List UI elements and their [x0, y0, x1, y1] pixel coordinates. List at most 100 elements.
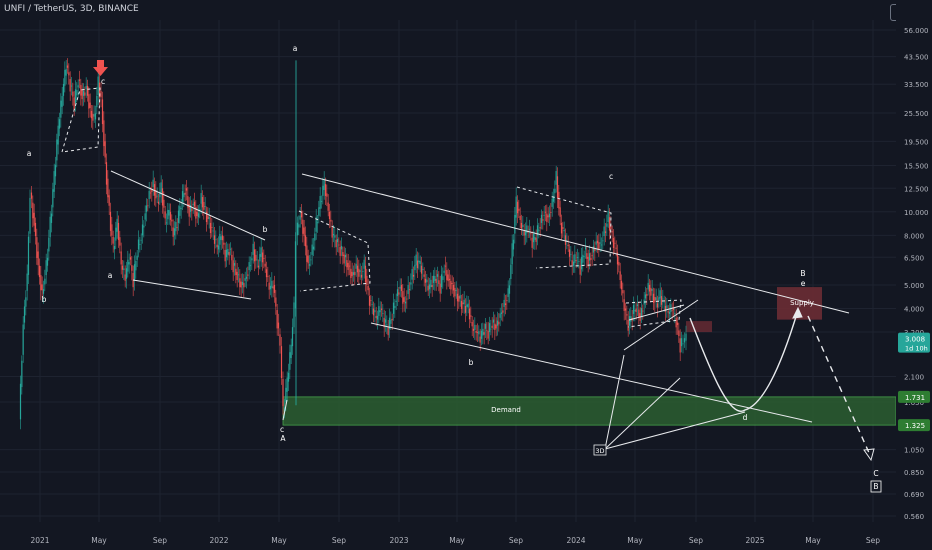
candle-body	[663, 301, 665, 303]
candle-body	[507, 288, 509, 297]
candle-body	[276, 310, 278, 329]
candle-body	[243, 282, 245, 288]
candle-body	[486, 329, 488, 331]
y-tick-label: 33.500	[904, 81, 929, 89]
candle-body	[127, 259, 129, 272]
candle-body	[29, 197, 31, 234]
candle-body	[384, 319, 387, 323]
candle-body	[272, 286, 274, 289]
wave-label: c	[280, 425, 284, 434]
candle-body	[240, 281, 242, 288]
candle-body	[439, 283, 441, 294]
candle-body	[327, 202, 329, 211]
candle-body	[402, 291, 404, 304]
candle-body	[125, 268, 128, 279]
candle-body	[611, 231, 613, 233]
candle-body	[41, 284, 43, 291]
candle-body	[197, 213, 200, 218]
candle-body	[367, 285, 369, 291]
candle-body	[52, 189, 54, 208]
wave-label: B	[800, 269, 805, 278]
candle-body	[446, 270, 448, 281]
candle-body	[300, 211, 303, 218]
candle-body	[128, 262, 130, 265]
wave-label: B	[873, 482, 878, 491]
candle-body	[466, 304, 468, 307]
candle-body	[590, 257, 592, 260]
candle-body	[140, 239, 142, 241]
candle-body	[109, 211, 112, 231]
candle-body	[351, 271, 353, 277]
candle-body	[285, 387, 287, 402]
candle-body	[287, 372, 290, 382]
candle-body	[149, 192, 152, 194]
candle-body	[282, 379, 284, 407]
candle-body	[203, 201, 205, 210]
candle-body	[422, 268, 424, 271]
candle-body	[328, 211, 331, 220]
candle-body	[193, 201, 196, 207]
candle-body	[499, 313, 501, 318]
candle-body	[235, 268, 237, 276]
candle-body	[572, 261, 575, 266]
y-tick-label: 43.500	[904, 54, 929, 62]
candle-body	[65, 68, 67, 76]
candle-body	[260, 247, 262, 257]
candle-body	[261, 252, 264, 263]
candle-body	[275, 297, 277, 307]
candle-body	[475, 330, 477, 333]
y-tick-label: 0.850	[904, 469, 924, 477]
candle-body	[620, 280, 623, 290]
candle-body	[176, 227, 178, 228]
projection-curve	[689, 309, 799, 412]
candle-body	[646, 293, 648, 296]
annotation-line	[604, 411, 746, 450]
candle-body	[568, 249, 571, 257]
candle-body	[215, 239, 217, 241]
candle-body	[622, 290, 624, 294]
candle-body	[484, 323, 487, 329]
candle-body	[267, 275, 269, 277]
candle-body	[310, 259, 312, 261]
price-axis-background	[896, 0, 932, 550]
candle-body	[491, 325, 493, 328]
candle-body	[303, 227, 305, 237]
candle-body	[346, 260, 348, 268]
candle-body	[600, 244, 603, 246]
candle-body	[386, 324, 388, 326]
candle-body	[347, 262, 349, 270]
candle-body	[474, 324, 476, 330]
candle-body	[157, 201, 160, 204]
candle-body	[547, 215, 549, 218]
candle-body	[356, 265, 359, 273]
candle-body	[133, 264, 136, 281]
candle-body	[227, 248, 229, 255]
candle-body	[269, 285, 272, 290]
candle-body	[316, 222, 319, 224]
candle-body	[53, 171, 55, 192]
candle-body	[304, 235, 307, 247]
candle-body	[588, 253, 591, 261]
candle-body	[382, 313, 384, 314]
y-tick-label: 8.000	[904, 232, 924, 240]
candle-body	[647, 282, 649, 290]
candle-body	[587, 256, 589, 267]
candle-body	[352, 272, 355, 275]
candle-body	[454, 287, 456, 297]
candle-body	[319, 196, 321, 209]
candle-body	[408, 289, 411, 291]
candle-body	[199, 209, 201, 211]
candle-body	[668, 311, 671, 314]
candle-body	[89, 102, 91, 108]
wave-label: a	[108, 271, 113, 280]
candle-body	[419, 261, 421, 265]
candle-body	[632, 305, 635, 314]
candle-body	[160, 182, 162, 193]
candle-body	[662, 298, 664, 300]
candle-body	[443, 270, 445, 273]
candle-body	[64, 69, 66, 86]
candle-body	[583, 255, 585, 257]
candle-body	[650, 287, 652, 296]
candle-body	[49, 216, 51, 238]
